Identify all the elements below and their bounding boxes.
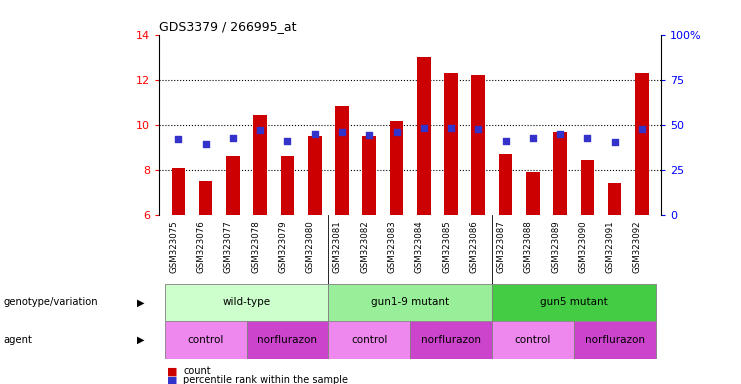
Bar — [281, 156, 294, 215]
Text: GSM323083: GSM323083 — [388, 220, 396, 273]
Text: GSM323081: GSM323081 — [333, 220, 342, 273]
Text: gun5 mutant: gun5 mutant — [540, 297, 608, 308]
Text: GSM323092: GSM323092 — [633, 220, 642, 273]
Text: GSM323082: GSM323082 — [360, 220, 369, 273]
Point — [418, 125, 430, 131]
Text: GSM323079: GSM323079 — [279, 220, 288, 273]
Bar — [390, 121, 403, 215]
Text: GSM323084: GSM323084 — [415, 220, 424, 273]
Text: GSM323091: GSM323091 — [605, 220, 614, 273]
Point — [472, 126, 484, 132]
Text: norflurazon: norflurazon — [421, 335, 481, 345]
Text: percentile rank within the sample: percentile rank within the sample — [183, 375, 348, 384]
Point — [173, 136, 185, 142]
Point — [309, 131, 321, 137]
Text: ▶: ▶ — [137, 335, 144, 345]
Bar — [608, 184, 622, 215]
Point — [227, 135, 239, 141]
Text: norflurazon: norflurazon — [257, 335, 317, 345]
Text: GSM323075: GSM323075 — [170, 220, 179, 273]
Text: count: count — [183, 366, 210, 376]
Bar — [471, 75, 485, 215]
Bar — [554, 132, 567, 215]
Bar — [328, 284, 492, 321]
Bar — [492, 284, 656, 321]
Bar — [226, 156, 240, 215]
Point — [391, 129, 402, 135]
Point — [608, 139, 620, 145]
Bar — [165, 284, 328, 321]
Text: GSM323076: GSM323076 — [196, 220, 206, 273]
Text: GSM323080: GSM323080 — [306, 220, 315, 273]
Text: GSM323085: GSM323085 — [442, 220, 451, 273]
Text: GSM323077: GSM323077 — [224, 220, 233, 273]
Bar — [411, 321, 492, 359]
Point — [445, 125, 457, 131]
Text: norflurazon: norflurazon — [585, 335, 645, 345]
Bar — [499, 154, 512, 215]
Point — [527, 135, 539, 141]
Bar — [308, 136, 322, 215]
Text: genotype/variation: genotype/variation — [4, 297, 99, 308]
Text: GSM323078: GSM323078 — [251, 220, 260, 273]
Point — [282, 137, 293, 144]
Bar — [526, 172, 539, 215]
Text: ■: ■ — [167, 366, 177, 376]
Bar — [580, 160, 594, 215]
Text: GDS3379 / 266995_at: GDS3379 / 266995_at — [159, 20, 297, 33]
Bar — [247, 321, 328, 359]
Text: control: control — [187, 335, 224, 345]
Bar — [492, 321, 574, 359]
Text: control: control — [515, 335, 551, 345]
Text: GSM323089: GSM323089 — [551, 220, 560, 273]
Point — [499, 137, 511, 144]
Point — [254, 127, 266, 134]
Bar — [335, 106, 349, 215]
Bar — [362, 136, 376, 215]
Point — [336, 129, 348, 135]
Text: ▶: ▶ — [137, 297, 144, 308]
Text: GSM323090: GSM323090 — [579, 220, 588, 273]
Text: GSM323086: GSM323086 — [469, 220, 478, 273]
Point — [582, 135, 594, 141]
Text: GSM323088: GSM323088 — [524, 220, 533, 273]
Bar — [172, 168, 185, 215]
Bar — [165, 321, 247, 359]
Text: ■: ■ — [167, 375, 177, 384]
Bar — [635, 73, 648, 215]
Bar — [417, 57, 431, 215]
Bar — [199, 181, 213, 215]
Point — [554, 131, 566, 137]
Bar — [253, 115, 267, 215]
Bar — [328, 321, 411, 359]
Text: wild-type: wild-type — [222, 297, 270, 308]
Text: GSM323087: GSM323087 — [496, 220, 505, 273]
Point — [200, 141, 212, 147]
Bar — [574, 321, 656, 359]
Point — [636, 126, 648, 132]
Text: agent: agent — [4, 335, 33, 345]
Text: control: control — [351, 335, 388, 345]
Point — [363, 132, 375, 138]
Bar — [444, 73, 458, 215]
Text: gun1-9 mutant: gun1-9 mutant — [371, 297, 449, 308]
